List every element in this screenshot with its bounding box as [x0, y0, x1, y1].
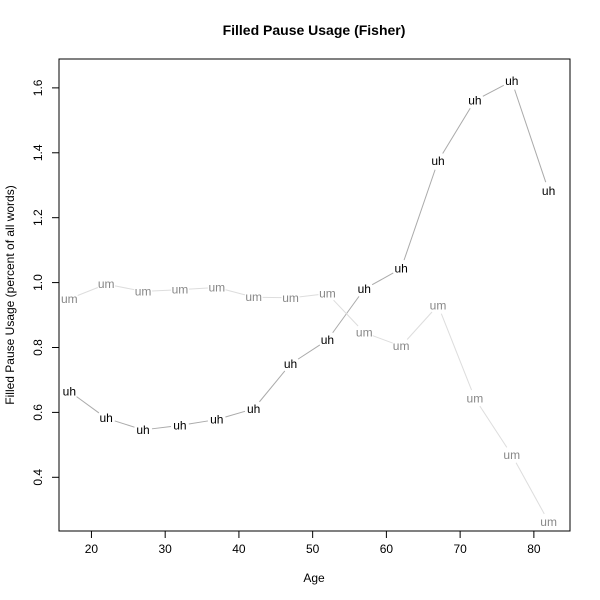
series-uh-point-label: uh	[210, 413, 223, 427]
series-uh-segment	[482, 84, 505, 97]
x-tick-label: 70	[453, 542, 467, 556]
x-tick-label: 60	[380, 542, 394, 556]
series-uh-point-label: uh	[247, 402, 260, 416]
series-um-segment	[152, 289, 171, 292]
series-um-segment	[406, 311, 433, 340]
series-uh-point-label: uh	[173, 418, 186, 432]
series-um-point-label: um	[430, 298, 447, 312]
series-uh-point-label: uh	[542, 184, 555, 198]
series-uh-segment	[76, 396, 100, 414]
series-um-point-label: um	[245, 290, 262, 304]
series-um-segment	[188, 287, 208, 290]
y-tick-label: 1.6	[31, 79, 45, 96]
series-uh-segment	[225, 410, 246, 418]
series-um-point-label: um	[172, 283, 189, 297]
x-tick-label: 20	[85, 542, 99, 556]
y-tick-label: 1.0	[31, 274, 45, 291]
series-um-segment	[440, 313, 473, 391]
chart-title: Filled Pause Usage (Fisher)	[223, 22, 406, 38]
series-um-segment	[77, 287, 99, 296]
series-um-point-label: um	[540, 515, 557, 529]
series-um-point-label: um	[135, 284, 152, 298]
series-uh-segment	[371, 272, 394, 286]
series-um: um um um um um um um um um um um um um um	[61, 277, 557, 529]
series-um-segment	[372, 335, 393, 344]
series-um-point-label: um	[208, 280, 225, 294]
y-tick-label: 0.4	[31, 469, 45, 486]
series-um-point-label: um	[98, 277, 115, 291]
y-tick-label: 1.4	[31, 144, 45, 161]
series-um-segment	[515, 462, 545, 515]
series-um-point-label: um	[61, 292, 78, 306]
y-tick-label: 1.2	[31, 209, 45, 226]
series-um-segment	[225, 289, 246, 296]
series-um-point-label: um	[467, 391, 484, 405]
series-uh-point-label: uh	[394, 262, 407, 276]
series-uh-segment	[151, 425, 172, 430]
series-uh-segment	[114, 420, 135, 428]
series-um-point-label: um	[503, 448, 520, 462]
y-axis-label: Filled Pause Usage (percent of all words…	[3, 185, 17, 404]
x-axis: 20 30 40 50 60 70 80	[85, 530, 541, 556]
series-uh-segment	[188, 420, 208, 425]
series-uh-point-label: uh	[284, 357, 297, 371]
series-uh-point-label: uh	[468, 94, 481, 108]
series-uh-point-label: uh	[358, 282, 371, 296]
series-uh-segment	[332, 296, 360, 334]
series-um-segment	[333, 299, 359, 327]
y-axis: 0.4 0.6 0.8 1.0 1.2 1.4 1.6	[31, 79, 60, 486]
series-uh-segment	[297, 344, 321, 360]
series-um-segment	[479, 405, 508, 448]
x-axis-label: Age	[303, 571, 325, 585]
series-uh-segment	[442, 107, 471, 154]
x-tick-label: 40	[232, 542, 246, 556]
series-um-point-label: um	[393, 339, 410, 353]
y-tick-label: 0.8	[31, 339, 45, 356]
series-uh-point-label: uh	[136, 423, 149, 437]
series-uh: uh uh uh uh uh uh uh uh uh uh uh uh uh uh	[63, 74, 556, 437]
x-tick-label: 80	[527, 542, 541, 556]
series-um-point-label: um	[356, 326, 373, 340]
series-uh-point-label: uh	[321, 333, 334, 347]
series-um-segment	[114, 285, 135, 291]
series-uh-segment	[514, 89, 547, 183]
series-uh-point-label: uh	[505, 74, 518, 88]
series-uh-point-label: uh	[63, 384, 76, 398]
series-uh-segment	[403, 169, 436, 261]
series-um-point-label: um	[319, 287, 336, 301]
series-uh-point-label: uh	[431, 154, 444, 168]
x-tick-label: 50	[306, 542, 320, 556]
series-uh-point-label: uh	[100, 411, 113, 425]
y-tick-label: 0.6	[31, 404, 45, 421]
series-um-segment	[299, 294, 319, 298]
series-uh-segment	[259, 370, 286, 403]
series-um-point-label: um	[282, 291, 299, 305]
x-tick-label: 30	[159, 542, 173, 556]
